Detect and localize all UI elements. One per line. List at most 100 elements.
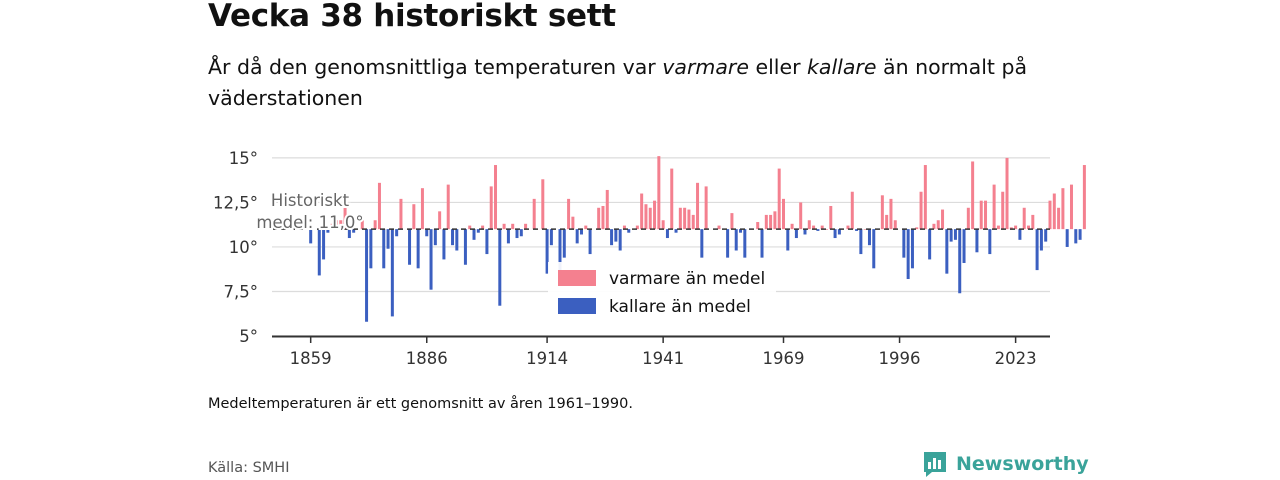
y-tick-label: 12,5° — [213, 193, 258, 212]
bar-cold — [1018, 229, 1022, 240]
bar-cold — [322, 229, 326, 260]
bar-cold — [949, 229, 953, 242]
x-axis: 1859 1886 1914 1941 1969 1996 2023 — [272, 335, 1050, 368]
brand-logo[interactable]: Newsworthy — [922, 450, 1089, 478]
bar-warm — [1082, 165, 1086, 230]
bar-warm — [769, 214, 773, 230]
bar-cold — [575, 229, 579, 244]
bar-cold — [558, 229, 562, 276]
y-tick-label: 5° — [239, 327, 258, 346]
bar-cold — [816, 229, 820, 231]
y-tick-label: 15° — [229, 149, 258, 168]
x-tick-label: 2023 — [995, 349, 1037, 368]
bar-cold — [1035, 229, 1039, 271]
y-tick-label: 7,5° — [224, 282, 259, 301]
bar-warm — [782, 198, 785, 230]
bar-warm — [360, 220, 364, 230]
bar-warm — [653, 200, 657, 230]
bar-cold — [309, 229, 313, 244]
bar-warm — [846, 225, 850, 230]
bar-cold — [382, 229, 386, 269]
bar-cold — [958, 229, 962, 294]
bar-warm — [915, 227, 919, 230]
bar-warm — [489, 186, 493, 230]
bar-warm — [704, 186, 708, 230]
subtitle-cold-word: kallare — [807, 55, 877, 79]
bar-warm — [820, 225, 824, 230]
bar-cold — [485, 229, 489, 255]
bar-warm — [1001, 191, 1005, 230]
bar-warm — [687, 209, 691, 230]
bar-warm — [567, 198, 571, 230]
bar-cold — [579, 229, 583, 235]
bar-warm — [807, 220, 811, 230]
bar-warm — [438, 211, 442, 230]
bar-warm — [622, 225, 626, 230]
bar-cold — [962, 229, 966, 263]
bar-cold — [700, 229, 704, 258]
bars — [309, 156, 1086, 322]
bar-warm — [524, 223, 528, 230]
bar-cold — [953, 229, 957, 240]
bar-cold — [610, 229, 614, 246]
bar-cold — [1065, 229, 1069, 247]
bar-warm — [481, 225, 485, 230]
bar-cold — [386, 229, 390, 249]
bar-warm — [863, 229, 867, 230]
page-title: Vecka 38 historiskt sett — [208, 0, 616, 34]
bar-warm — [764, 214, 768, 230]
bar-cold — [1074, 229, 1078, 244]
x-tick-label: 1996 — [879, 349, 921, 368]
bar-warm — [571, 216, 575, 230]
bar-cold — [425, 229, 429, 237]
bar-warm — [941, 209, 945, 230]
bar-cold — [975, 229, 979, 253]
subtitle: År då den genomsnittliga temperaturen va… — [208, 52, 1048, 114]
bar-warm — [850, 191, 854, 230]
bar-warm — [644, 204, 648, 230]
bar-warm — [584, 225, 588, 230]
bar-warm — [932, 223, 936, 230]
bar-cold — [455, 229, 459, 251]
bar-cold — [614, 229, 618, 242]
bar-warm — [923, 165, 927, 230]
bar-warm — [717, 225, 721, 230]
bar-warm — [971, 161, 975, 230]
bar-warm — [992, 184, 996, 230]
bar-warm — [696, 182, 700, 230]
bar-cold — [545, 229, 549, 274]
legend-label: kallare än medel — [609, 297, 751, 317]
bar-warm — [936, 220, 940, 230]
bar-warm — [339, 220, 343, 230]
bar-warm — [640, 193, 644, 230]
bar-cold — [519, 229, 523, 237]
bar-warm — [777, 168, 781, 230]
bar-warm — [541, 179, 545, 230]
bar-warm — [399, 198, 403, 230]
brand-name: Newsworthy — [956, 453, 1089, 475]
bar-cold — [395, 229, 399, 237]
bar-cold — [945, 229, 949, 274]
bar-warm — [657, 156, 661, 230]
legend-swatch — [558, 270, 596, 286]
subtitle-part-1: År då den genomsnittliga temperaturen va… — [208, 55, 663, 79]
bar-cold — [369, 229, 373, 269]
y-axis-tick-labels: 5° 7,5° 10° 12,5° 15° — [213, 149, 258, 346]
bar-warm — [661, 220, 665, 230]
bar-warm — [1014, 225, 1018, 230]
bar-warm — [1048, 200, 1052, 230]
bar-warm — [601, 205, 605, 230]
bar-cold — [786, 229, 790, 251]
bar-warm — [773, 211, 777, 230]
legend-label: varmare än medel — [609, 269, 765, 289]
bar-warm — [1005, 157, 1009, 230]
bar-warm — [1061, 188, 1065, 230]
bar-warm — [919, 191, 923, 230]
bar-cold — [743, 229, 747, 258]
bar-warm — [1069, 184, 1073, 230]
bar-warm — [889, 198, 893, 230]
bar-warm — [635, 225, 639, 230]
bar-cold — [317, 229, 321, 276]
bar-cold — [515, 229, 519, 239]
bar-warm — [468, 225, 472, 230]
